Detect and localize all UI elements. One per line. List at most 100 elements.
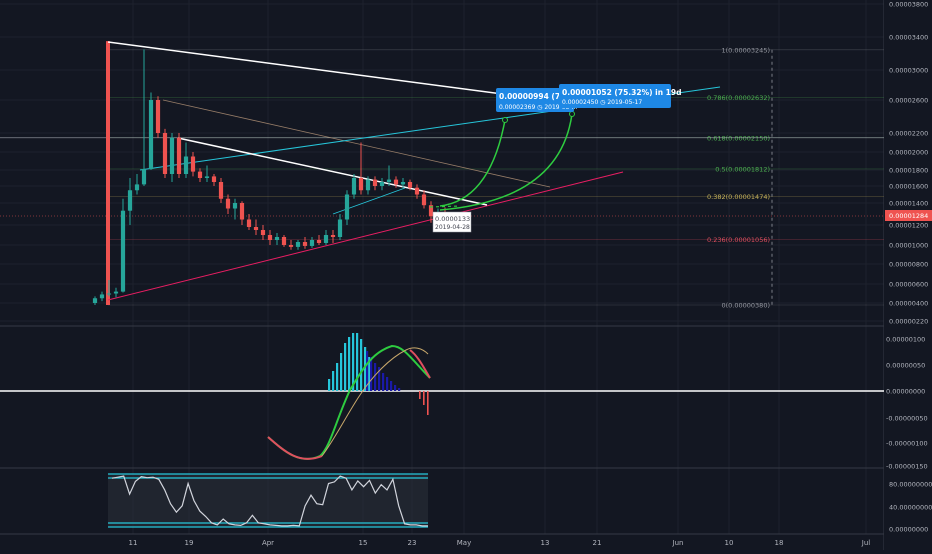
- candle-body: [288, 245, 294, 247]
- histogram-bar: [360, 339, 363, 391]
- candle: [246, 214, 252, 230]
- projection-badge-1[interactable]: [496, 88, 574, 112]
- candle: [197, 168, 203, 182]
- candle-body: [113, 291, 119, 294]
- fibonacci-retracement[interactable]: 1(0.00003245) 0.786(0.00002632) 0.618(0.00…: [0, 41, 884, 310]
- fib-level-label: 1(0.00003245): [722, 46, 771, 54]
- time-tick-label: 10: [725, 539, 734, 547]
- candle: [92, 296, 98, 305]
- histogram-bar: [374, 363, 377, 391]
- candle: [99, 291, 105, 302]
- osc-tick-label: -0.00000050: [886, 415, 928, 423]
- candle: [414, 184, 420, 199]
- candle: [351, 174, 357, 199]
- fib-level-label: 0.382(0.00001474): [707, 193, 770, 201]
- candle-body: [99, 294, 105, 299]
- candle: [225, 194, 231, 214]
- candle-body: [309, 240, 315, 246]
- candle: [169, 133, 175, 182]
- histogram-bar: [340, 353, 343, 391]
- price-tick-label: 0.00003000: [889, 67, 928, 75]
- badge-detail: 0.00002369 ◷ 2019-05-...: [499, 104, 577, 111]
- stoch-line: [111, 475, 428, 527]
- projection-arc-2[interactable]: [439, 113, 573, 211]
- price-tick-label: 0.00001800: [889, 167, 928, 175]
- histogram-bar: [332, 371, 335, 391]
- price-tick-label: 0.00003400: [889, 34, 928, 42]
- osc-tick-label: 0.00000050: [886, 362, 925, 370]
- histogram-bar: [368, 357, 371, 391]
- histogram-bar: [398, 388, 401, 391]
- midline[interactable]: [162, 99, 551, 188]
- candle-body: [295, 242, 301, 247]
- time-tick-label: 21: [593, 539, 602, 547]
- candle-body: [225, 198, 231, 209]
- candle-body: [246, 219, 252, 227]
- candle-body: [127, 190, 133, 211]
- histogram-oscillator: [0, 333, 884, 460]
- time-tick-label: Apr: [262, 539, 274, 547]
- candle-body: [351, 178, 357, 195]
- projection-arc-1[interactable]: [439, 119, 506, 207]
- stoch-tick-label: 80.00000000: [889, 481, 932, 489]
- projection-drawings[interactable]: [422, 111, 575, 529]
- candle: [218, 178, 224, 203]
- fib-level-label: 0.618(0.00002150): [707, 134, 770, 142]
- candle: [232, 198, 238, 220]
- projection-handle[interactable]: [569, 111, 575, 117]
- histogram-bar: [336, 363, 339, 391]
- candle-body: [393, 179, 399, 185]
- candle-body: [260, 230, 266, 235]
- last-price-badge: [885, 210, 932, 221]
- candle: [281, 235, 287, 247]
- histogram-pane[interactable]: [0, 333, 932, 460]
- price-axis[interactable]: 0.00003800 0.00003400 0.00003000 0.00002600…: [884, 0, 932, 550]
- price-pane[interactable]: 1(0.00003245) 0.786(0.00002632) 0.618(0.00…: [0, 41, 884, 528]
- candle: [190, 152, 196, 177]
- histogram-bar: [348, 337, 351, 391]
- candle-body: [372, 179, 378, 186]
- candle: [162, 128, 168, 178]
- candle-body: [218, 182, 224, 199]
- projection-start[interactable]: [429, 205, 461, 208]
- projection-handle[interactable]: [502, 117, 508, 123]
- candle-body: [400, 182, 406, 185]
- candle: [407, 179, 413, 191]
- price-callout[interactable]: [432, 211, 472, 233]
- candle: [183, 142, 189, 178]
- price-tick-label: 0.00002000: [889, 149, 928, 157]
- inner-trendline[interactable]: [177, 137, 488, 206]
- candle: [176, 133, 182, 178]
- fib-level-label: 0(0.00000380): [722, 302, 771, 310]
- histogram-bar: [386, 377, 389, 391]
- time-tick-label: 13: [541, 539, 550, 547]
- candle-body: [365, 179, 371, 191]
- stoch-tick-label: 40.00000000: [889, 504, 932, 512]
- price-tick-label: 0.00001000: [889, 242, 928, 250]
- candle: [372, 176, 378, 191]
- candle: [155, 96, 161, 138]
- last-price-label: 0.00001284: [889, 212, 928, 220]
- price-tick-label: 0.00001200: [889, 222, 928, 230]
- candle: [148, 92, 154, 170]
- resistance-trendline[interactable]: [107, 41, 511, 96]
- stoch-pane[interactable]: [108, 473, 428, 528]
- histogram-bar: [382, 373, 385, 391]
- time-tick-label: 18: [775, 539, 784, 547]
- candle-body: [407, 182, 413, 188]
- candle-body: [134, 184, 140, 191]
- callout-price: 0.0000133: [435, 215, 470, 223]
- osc-tick-label: -0.00000150: [886, 463, 928, 471]
- histogram-bar: [419, 391, 421, 399]
- candle-body: [253, 227, 259, 230]
- projection-badge-2[interactable]: [559, 84, 671, 108]
- candle: [267, 230, 273, 245]
- annotation-labels: 0.00000994 (72.0.00002369 ◷ 2019-05-...0…: [432, 84, 681, 233]
- support-trendline[interactable]: [107, 171, 624, 301]
- candle: [204, 165, 210, 182]
- candle: [330, 230, 336, 243]
- time-axis[interactable]: 11 19 Apr 15 23 May 13 21 Jun 10 18 Jul: [129, 539, 871, 547]
- candle-body: [211, 176, 217, 182]
